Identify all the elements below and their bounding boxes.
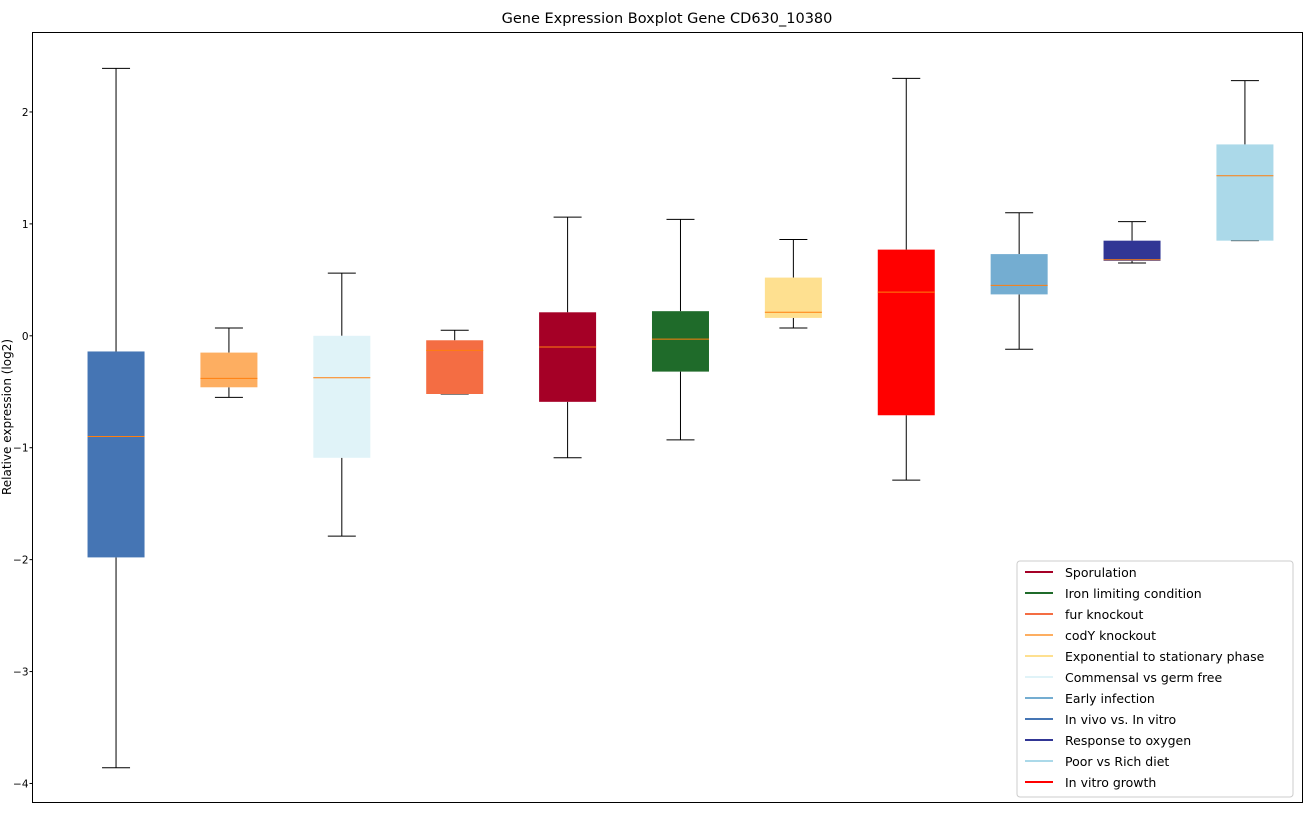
- box-poor-vs-rich-diet: [1216, 80, 1274, 242]
- legend-label: Response to oxygen: [1065, 733, 1191, 748]
- legend-item: Iron limiting condition: [1025, 586, 1202, 601]
- legend-item: Early infection: [1025, 691, 1155, 706]
- legend-item: Commensal vs germ free: [1025, 670, 1222, 685]
- legend: Sporulation Iron limiting condition fur kn…: [1016, 560, 1294, 798]
- legend-label: Iron limiting condition: [1065, 586, 1202, 601]
- legend-label: fur knockout: [1065, 607, 1143, 622]
- y-tick-label: −3: [13, 667, 28, 679]
- legend-item: In vitro growth: [1025, 775, 1156, 790]
- y-tick-label: −4: [13, 778, 29, 790]
- box-body: [1103, 240, 1161, 261]
- box-in-vivo-vs-in-vitro: [87, 67, 145, 769]
- box-body: [877, 249, 935, 416]
- box-fur-knockout: [426, 329, 484, 395]
- legend-label: Poor vs Rich diet: [1065, 754, 1169, 769]
- legend-label: Sporulation: [1065, 565, 1137, 580]
- legend-label: In vivo vs. In vitro: [1065, 712, 1176, 727]
- legend-item: codY knockout: [1025, 628, 1156, 643]
- box-body: [539, 312, 597, 402]
- legend-item: fur knockout: [1025, 607, 1143, 622]
- box-body: [651, 311, 709, 372]
- plot-frame: [32, 32, 1303, 803]
- box-body: [200, 352, 258, 388]
- legend-label: codY knockout: [1065, 628, 1156, 643]
- box-sporulation: [539, 216, 597, 459]
- box-early-infection: [990, 212, 1048, 350]
- boxes: [87, 67, 1274, 769]
- legend-label: Commensal vs germ free: [1065, 670, 1222, 685]
- y-tick-label: −1: [13, 443, 28, 455]
- box-body: [1216, 144, 1274, 241]
- box-in-vitro-growth: [877, 77, 935, 481]
- box-commensal-vs-germ-free: [313, 272, 371, 537]
- box-response-to-oxygen: [1103, 221, 1161, 264]
- y-tick-label: −2: [13, 555, 28, 567]
- y-axis: 2 1 0 −1 −2 −3 −4: [13, 107, 33, 790]
- chart-title: Gene Expression Boxplot Gene CD630_10380: [502, 11, 833, 27]
- box-body: [313, 335, 371, 458]
- box-body: [990, 254, 1048, 295]
- legend-item: In vivo vs. In vitro: [1025, 712, 1176, 727]
- legend-item: Poor vs Rich diet: [1025, 754, 1169, 769]
- y-tick-label: 1: [22, 219, 29, 231]
- y-tick-label: 2: [22, 107, 29, 119]
- box-body: [87, 351, 145, 558]
- box-body: [764, 277, 822, 318]
- box-cody-knockout: [200, 327, 258, 398]
- legend-label: Exponential to stationary phase: [1065, 649, 1265, 664]
- legend-item: Exponential to stationary phase: [1025, 649, 1265, 664]
- y-axis-label: Relative expression (log2): [0, 339, 14, 495]
- legend-frame: [1016, 560, 1294, 798]
- legend-label: Early infection: [1065, 691, 1155, 706]
- legend-item: Response to oxygen: [1025, 733, 1191, 748]
- legend-label: In vitro growth: [1065, 775, 1156, 790]
- box-iron-limiting-condition: [651, 218, 709, 441]
- box-body: [426, 340, 484, 394]
- y-tick-label: 0: [22, 331, 29, 343]
- box-exponential-to-stationary-phase: [764, 239, 822, 329]
- legend-item: Sporulation: [1025, 565, 1137, 580]
